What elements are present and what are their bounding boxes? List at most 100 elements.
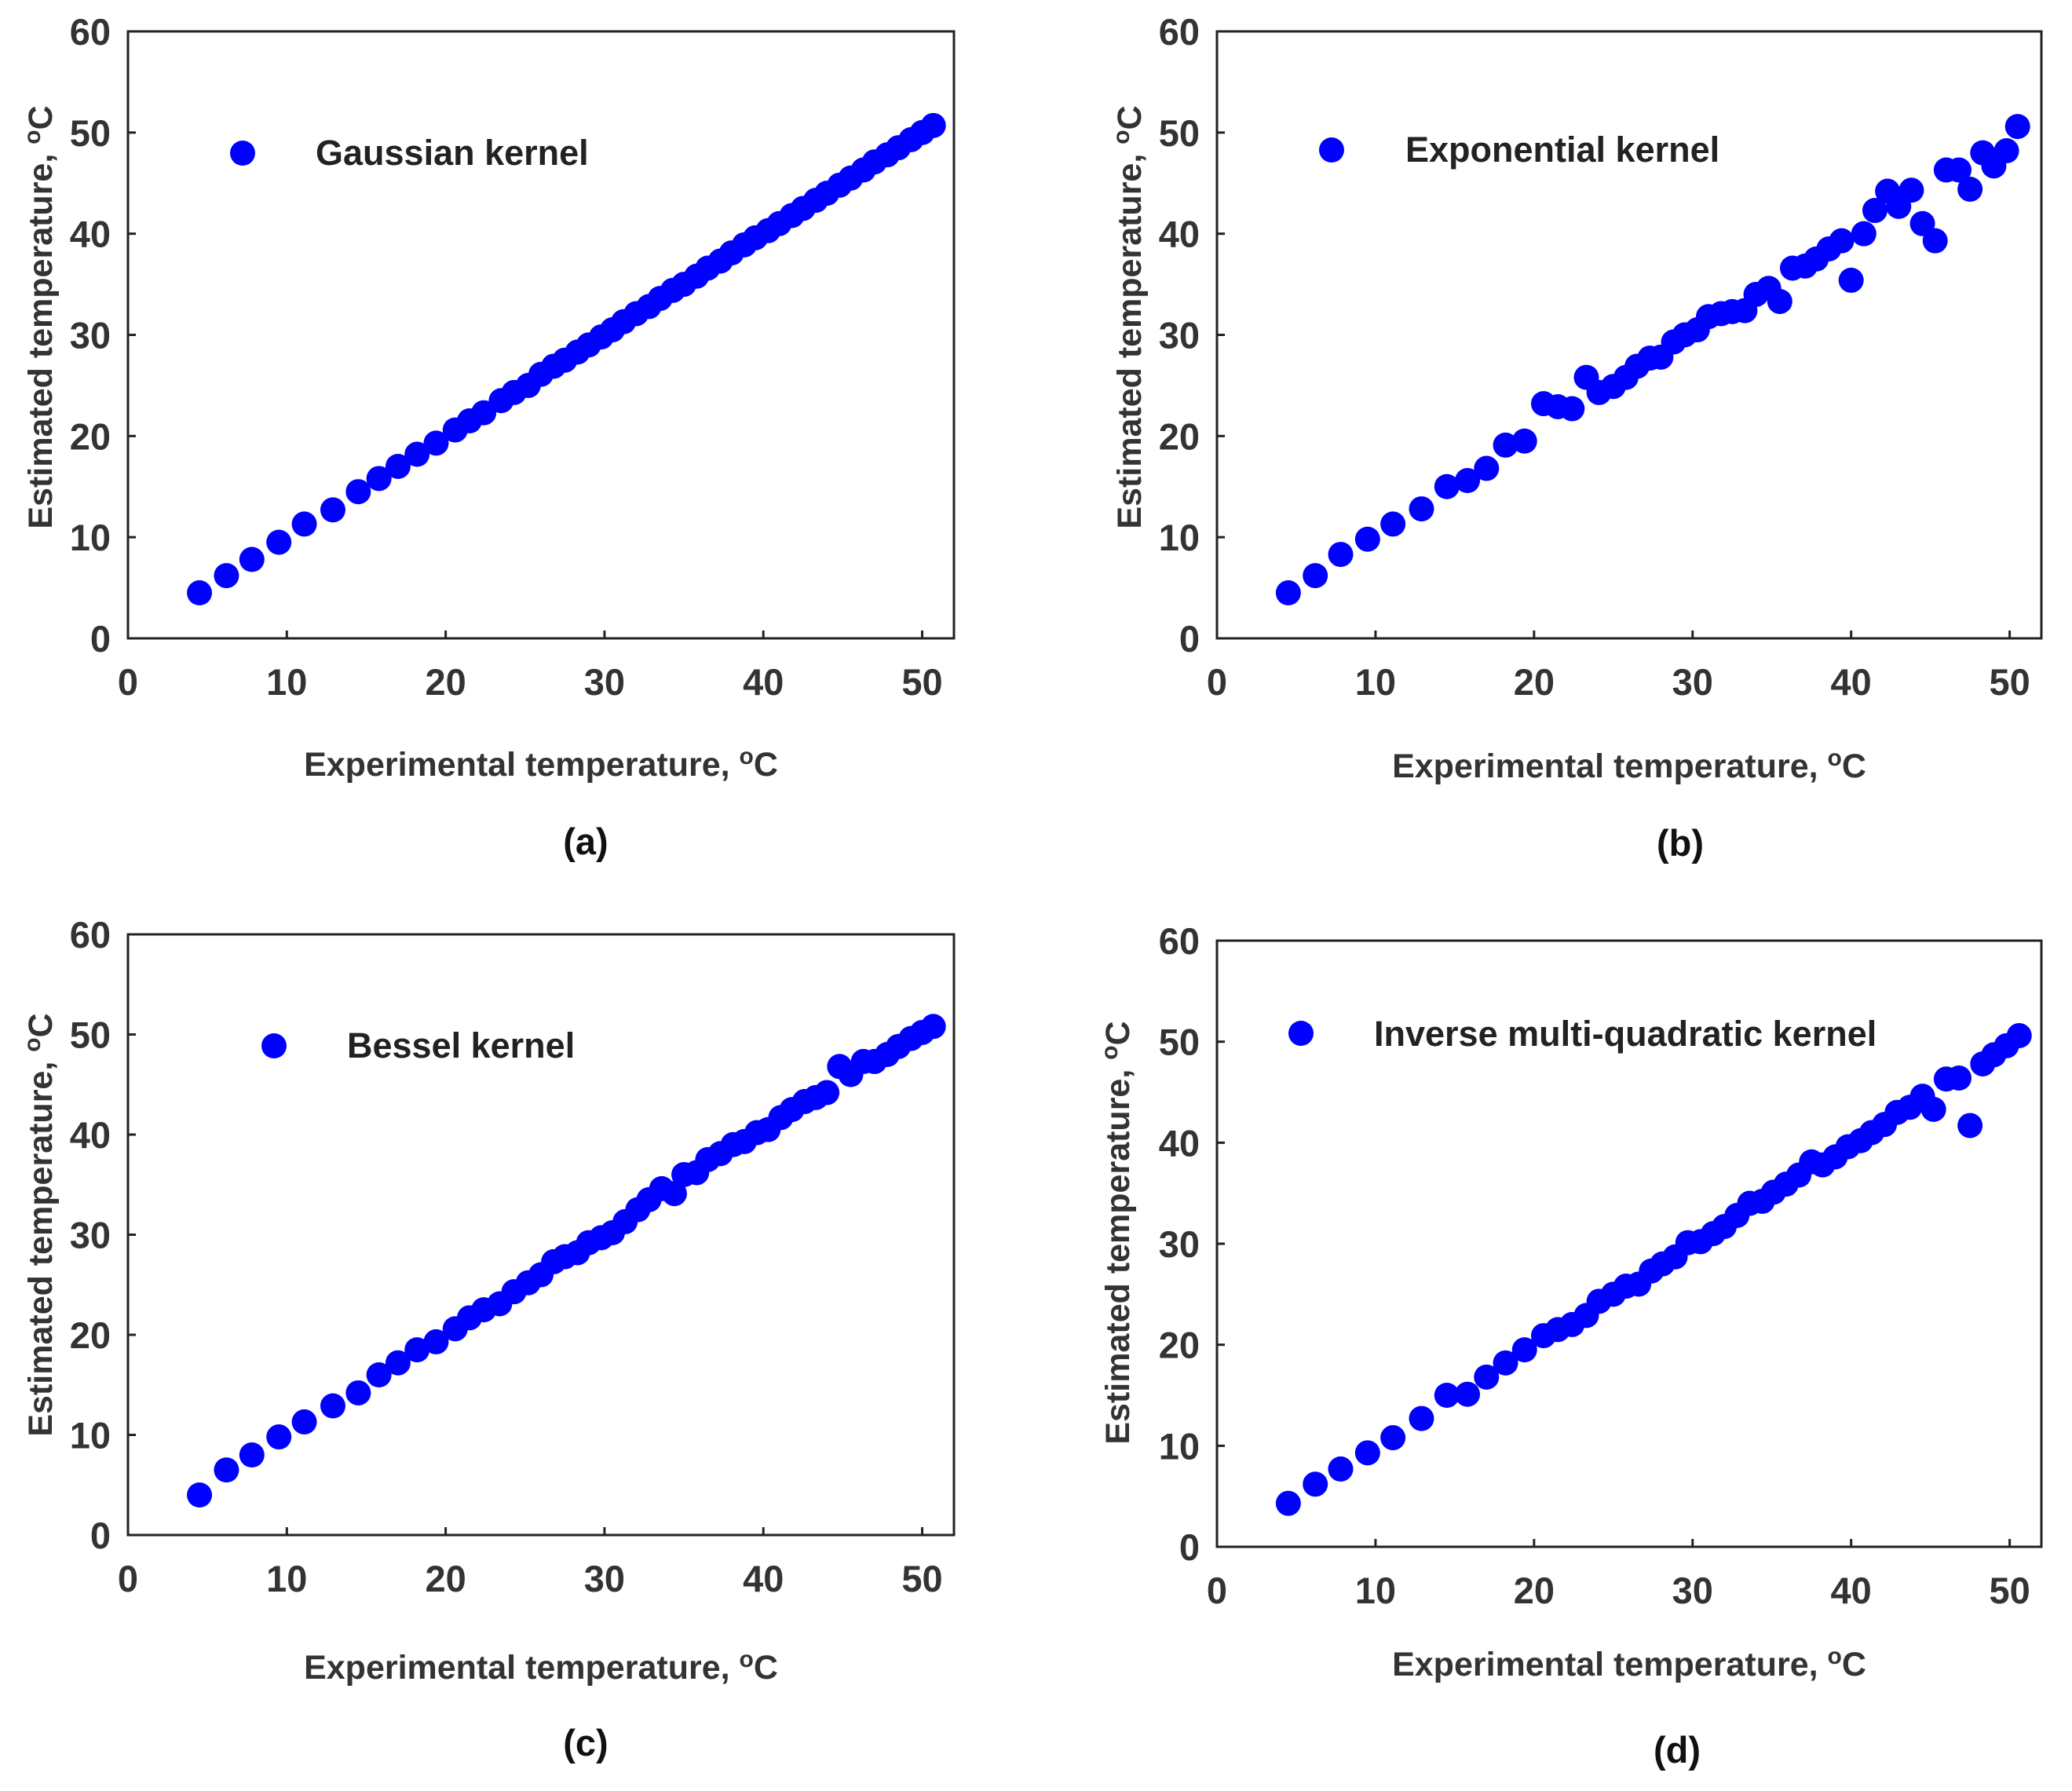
data-point bbox=[2006, 1022, 2032, 1048]
unit-superscript: o bbox=[1109, 130, 1135, 144]
data-point bbox=[1409, 1405, 1434, 1431]
x-axis-label: Experimental temperature, oC bbox=[304, 1647, 778, 1687]
y-tick-label: 30 bbox=[70, 1215, 111, 1256]
x-tick-label: 10 bbox=[1355, 1570, 1396, 1611]
panel-d: 0 10 20 30 40 50 60 0 10 20 30 40 50 Inverse multi-… bbox=[1097, 920, 2043, 1771]
unit-text: C bbox=[1099, 1021, 1137, 1045]
data-point bbox=[1474, 455, 1500, 481]
data-point bbox=[1851, 221, 1876, 247]
y-tick-label: 0 bbox=[1179, 1526, 1200, 1568]
unit-text: C bbox=[22, 105, 60, 130]
x-axis: 0 10 20 30 40 50 bbox=[118, 1527, 943, 1599]
panel-a: 0 10 20 30 40 50 60 0 10 20 30 40 50 Gaussian kerne… bbox=[20, 11, 956, 862]
data-point bbox=[1559, 396, 1585, 422]
x-tick-label: 50 bbox=[901, 1558, 942, 1599]
data-point bbox=[661, 1181, 687, 1207]
data-point bbox=[345, 1380, 371, 1405]
x-tick-label: 50 bbox=[901, 661, 942, 703]
y-axis-label: Estimated temperature, oC bbox=[1097, 1021, 1137, 1444]
data-point bbox=[1354, 1440, 1380, 1466]
y-tick-label: 10 bbox=[1159, 517, 1200, 558]
data-point bbox=[1767, 288, 1792, 314]
x-tick-label: 0 bbox=[1207, 1570, 1227, 1611]
x-tick-label: 0 bbox=[118, 661, 138, 703]
data-point bbox=[1303, 563, 1328, 589]
y-tick-label: 50 bbox=[70, 112, 111, 154]
y-tick-label: 0 bbox=[90, 1515, 111, 1556]
y-tick-label: 40 bbox=[1159, 214, 1200, 255]
panel-b: 0 10 20 30 40 50 60 0 10 20 30 40 50 Exponential ke… bbox=[1109, 11, 2043, 864]
data-point bbox=[1354, 526, 1380, 552]
scatter-points bbox=[187, 1014, 946, 1508]
data-point bbox=[291, 1409, 317, 1435]
x-tick-label: 20 bbox=[1514, 1570, 1555, 1611]
data-point bbox=[1409, 496, 1434, 522]
data-point bbox=[1275, 580, 1301, 606]
data-point bbox=[1511, 428, 1537, 454]
x-tick-label: 50 bbox=[1989, 1570, 2030, 1611]
y-tick-label: 40 bbox=[70, 1114, 111, 1156]
y-tick-label: 60 bbox=[70, 11, 111, 53]
y-tick-label: 20 bbox=[1159, 415, 1200, 457]
data-point bbox=[920, 112, 946, 138]
x-axis: 0 10 20 30 40 50 bbox=[1207, 631, 2030, 703]
data-point bbox=[187, 580, 213, 606]
x-axis-label: Experimental temperature, oC bbox=[1392, 745, 1866, 785]
x-axis-label: Experimental temperature, oC bbox=[1392, 1643, 1866, 1683]
data-point bbox=[1474, 1364, 1500, 1390]
y-axis: 0 10 20 30 40 50 60 bbox=[1159, 920, 1225, 1568]
unit-text: C bbox=[22, 1013, 60, 1037]
data-point bbox=[1455, 1381, 1481, 1407]
x-tick-label: 0 bbox=[118, 1558, 138, 1599]
scatter-points bbox=[187, 112, 946, 606]
data-point bbox=[320, 1393, 345, 1419]
y-tick-label: 50 bbox=[1159, 112, 1200, 154]
y-tick-label: 40 bbox=[70, 214, 111, 255]
legend-label: Exponential kernel bbox=[1405, 130, 1719, 170]
legend-marker bbox=[230, 141, 255, 166]
unit-superscript: o bbox=[1828, 1643, 1842, 1669]
x-tick-label: 30 bbox=[1672, 1570, 1713, 1611]
x-tick-label: 0 bbox=[1207, 661, 1227, 703]
x-tick-label: 50 bbox=[1989, 661, 2030, 703]
legend-marker bbox=[1288, 1021, 1314, 1046]
data-point bbox=[1829, 228, 1855, 254]
data-point bbox=[423, 430, 449, 456]
x-tick-label: 40 bbox=[743, 1558, 784, 1599]
data-point bbox=[239, 546, 265, 572]
y-tick-label: 20 bbox=[1159, 1325, 1200, 1366]
data-point bbox=[1493, 432, 1518, 458]
y-axis-label-text: Estimated temperature, bbox=[1111, 144, 1149, 529]
y-axis-label-text: Estimated temperature, bbox=[22, 144, 60, 529]
y-axis-label: Estimated temperature, oC bbox=[1109, 105, 1149, 528]
data-point bbox=[1909, 210, 1935, 236]
data-point bbox=[385, 1350, 411, 1376]
data-point bbox=[187, 1482, 213, 1508]
data-point bbox=[920, 1014, 946, 1040]
y-axis: 0 10 20 30 40 50 60 bbox=[70, 11, 136, 660]
y-tick-label: 40 bbox=[1159, 1122, 1200, 1164]
y-axis: 0 10 20 30 40 50 60 bbox=[70, 914, 136, 1556]
x-tick-label: 10 bbox=[1355, 661, 1396, 703]
legend-label: Gaussian kernel bbox=[316, 133, 589, 173]
y-tick-label: 60 bbox=[70, 914, 111, 956]
unit-text: C bbox=[1842, 1646, 1866, 1683]
y-tick-label: 50 bbox=[70, 1014, 111, 1056]
y-tick-label: 10 bbox=[70, 517, 111, 558]
scatter-points bbox=[1275, 1022, 2032, 1516]
data-point bbox=[1455, 468, 1481, 494]
data-point bbox=[1380, 1425, 1406, 1451]
data-point bbox=[1922, 228, 1948, 254]
legend-label: Inverse multi-quadratic kernel bbox=[1374, 1014, 1876, 1054]
x-axis-label-text: Experimental temperature, bbox=[1392, 1646, 1827, 1683]
y-tick-label: 10 bbox=[1159, 1425, 1200, 1467]
y-tick-label: 20 bbox=[70, 1314, 111, 1356]
data-point bbox=[471, 400, 497, 426]
data-point bbox=[1493, 1350, 1518, 1376]
y-tick-label: 60 bbox=[1159, 920, 1200, 962]
data-point bbox=[214, 1457, 239, 1483]
panel-caption: (b) bbox=[1657, 822, 1704, 864]
data-point bbox=[1434, 473, 1460, 499]
unit-text: C bbox=[754, 746, 778, 784]
